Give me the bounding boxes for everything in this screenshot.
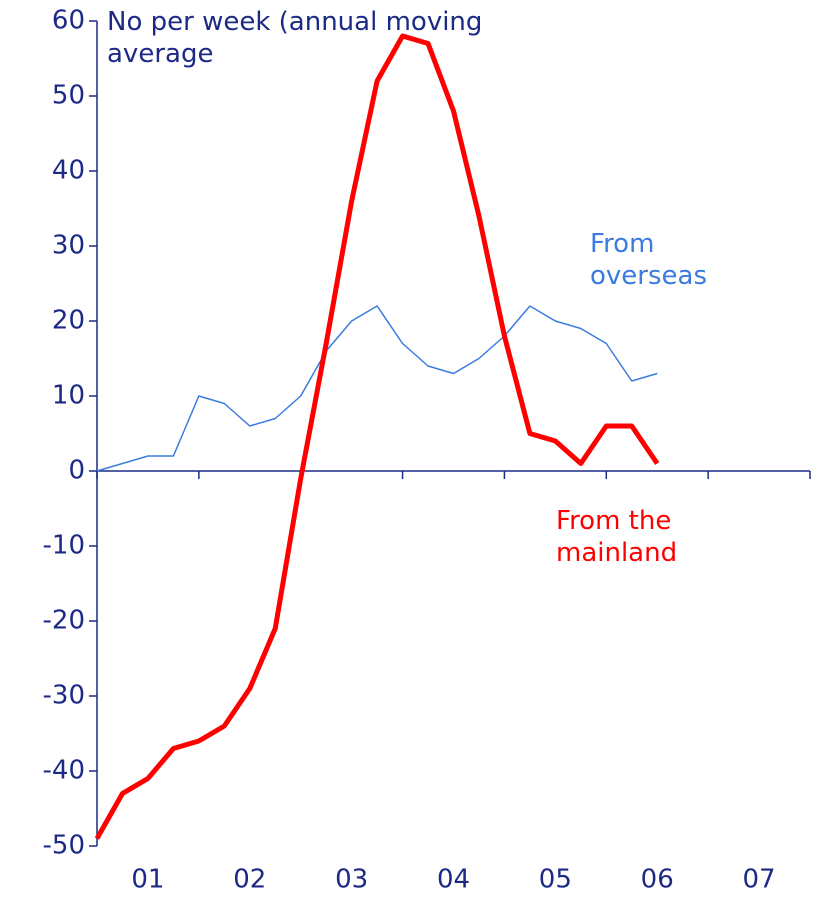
y-tick-label: 20 (52, 306, 85, 336)
y-tick-label: 10 (52, 381, 85, 411)
y-tick-label: -50 (43, 831, 85, 861)
series-line (94, 33, 660, 840)
y-tick-label: 40 (52, 156, 85, 186)
x-tick-label: 06 (641, 865, 674, 895)
y-tick-label: 50 (52, 81, 85, 111)
series-label: From the mainland (556, 506, 678, 568)
x-tick-label: 05 (539, 865, 572, 895)
y-axis-label: No per week (annual moving average (107, 7, 483, 69)
x-tick-label: 01 (131, 865, 164, 895)
x-tick-label: 04 (437, 865, 470, 895)
x-tick-label: 03 (335, 865, 368, 895)
x-tick-label: 07 (743, 865, 776, 895)
y-tick-label: -10 (43, 531, 85, 561)
series-line (96, 305, 658, 472)
y-tick-label: -30 (43, 681, 85, 711)
y-tick-label: 60 (52, 6, 85, 36)
y-tick-label: -40 (43, 756, 85, 786)
y-tick-label: -20 (43, 606, 85, 636)
y-tick-label: 30 (52, 231, 85, 261)
x-tick-label: 02 (233, 865, 266, 895)
series-label: From overseas (590, 229, 707, 291)
y-tick-label: 0 (68, 456, 85, 486)
